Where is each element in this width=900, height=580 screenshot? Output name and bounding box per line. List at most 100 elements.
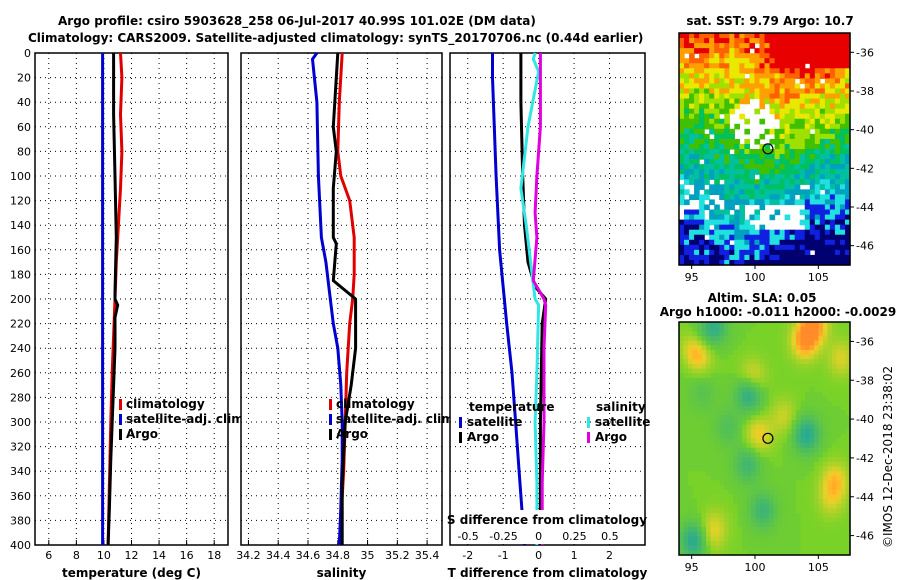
sst-cell xyxy=(789,229,796,236)
sla-cell xyxy=(755,335,761,342)
top-axis-backdrop xyxy=(451,510,644,544)
sla-cell xyxy=(818,443,824,449)
sla-cell xyxy=(823,452,829,458)
sst-cell xyxy=(789,239,796,246)
sla-cell xyxy=(841,513,847,519)
sla-cell xyxy=(724,396,730,402)
sla-cell xyxy=(755,396,761,402)
sst-cell xyxy=(679,128,685,135)
sst-cell xyxy=(779,48,786,54)
sst-cell xyxy=(814,83,821,90)
sla-cell xyxy=(787,410,793,416)
sst-cell xyxy=(694,123,700,130)
sla-cell xyxy=(800,354,806,360)
sla-cell xyxy=(800,349,806,356)
sla-cell xyxy=(809,475,815,482)
sla-cell xyxy=(688,443,694,449)
sla-cell xyxy=(782,452,788,458)
sla-cell xyxy=(773,387,779,393)
sla-cell xyxy=(800,471,806,477)
sla-cell xyxy=(841,405,847,412)
sst-cell xyxy=(749,249,756,256)
sst-cell xyxy=(774,78,781,85)
sla-cell xyxy=(845,461,851,468)
sla-cell xyxy=(787,499,793,505)
sla-cell xyxy=(746,387,752,393)
sst-cell xyxy=(744,68,751,74)
sst-cell xyxy=(784,229,791,236)
sst-cell xyxy=(689,194,695,201)
sst-cell xyxy=(814,113,821,120)
sla-cell xyxy=(836,471,842,477)
sla-cell xyxy=(697,443,703,449)
sst-cell xyxy=(804,143,811,150)
sla-cell xyxy=(760,494,766,500)
sla-cell xyxy=(800,485,806,491)
sst-cell xyxy=(679,154,685,160)
sst-cell xyxy=(699,33,705,39)
sla-cell xyxy=(737,517,743,523)
sla-cell xyxy=(836,461,842,468)
sla-cell xyxy=(800,443,806,449)
sst-cell xyxy=(829,239,836,246)
sla-cell xyxy=(710,508,716,514)
sla-cell xyxy=(818,447,824,454)
sst-cell xyxy=(709,149,715,155)
sla-cell xyxy=(805,508,811,514)
sst-cell xyxy=(834,108,841,115)
sla-cell xyxy=(751,335,757,342)
sla-cell xyxy=(737,373,743,379)
sla-cell xyxy=(701,508,707,514)
sla-cell xyxy=(715,387,721,393)
sla-cell xyxy=(782,349,788,356)
sst-cell xyxy=(769,48,776,54)
sst-cell xyxy=(804,103,811,110)
sla-cell xyxy=(751,326,757,332)
sla-cell xyxy=(715,429,721,435)
sla-cell xyxy=(733,359,739,365)
sst-cell xyxy=(704,143,710,150)
sla-cell xyxy=(755,503,761,509)
legend-swatch xyxy=(329,399,332,410)
sla-cell xyxy=(683,349,689,356)
sla-cell xyxy=(755,522,761,528)
sla-cell xyxy=(679,452,685,458)
sst-cell xyxy=(839,254,846,261)
sla-cell xyxy=(701,494,707,500)
sst-cell xyxy=(799,199,806,206)
sst-cell xyxy=(749,88,756,95)
sla-cell xyxy=(796,489,802,496)
sst-cell xyxy=(809,38,816,44)
sst-cell xyxy=(829,128,836,135)
sst-cell xyxy=(809,93,816,100)
sla-cell xyxy=(733,354,739,360)
sla-cell xyxy=(764,536,770,542)
sst-cell xyxy=(774,249,781,256)
sla-cell xyxy=(760,377,766,384)
sst-cell xyxy=(709,199,715,206)
sst-cell xyxy=(714,118,720,125)
sla-cell xyxy=(818,391,824,398)
sla-cell xyxy=(755,363,761,370)
sst-cell xyxy=(679,43,685,49)
sst-cell xyxy=(839,133,846,140)
sst-cell xyxy=(704,123,710,130)
sla-cell xyxy=(719,396,725,402)
sla-cell xyxy=(782,368,788,374)
sla-cell xyxy=(679,475,685,482)
sla-cell xyxy=(818,331,824,337)
sla-cell xyxy=(791,541,797,547)
sla-cell xyxy=(724,466,730,472)
sla-cell xyxy=(814,340,820,346)
sla-cell xyxy=(751,377,757,384)
sst-cell xyxy=(699,209,705,216)
sst-cell xyxy=(744,189,751,195)
sla-cell xyxy=(760,405,766,412)
sla-cell xyxy=(706,345,712,351)
sla-cell xyxy=(827,410,833,416)
sla-cell xyxy=(827,326,833,332)
sla-cell xyxy=(706,503,712,509)
map-title: Altim. SLA: 0.05 xyxy=(708,291,817,305)
sla-cell xyxy=(755,391,761,398)
sst-cell xyxy=(839,98,846,105)
